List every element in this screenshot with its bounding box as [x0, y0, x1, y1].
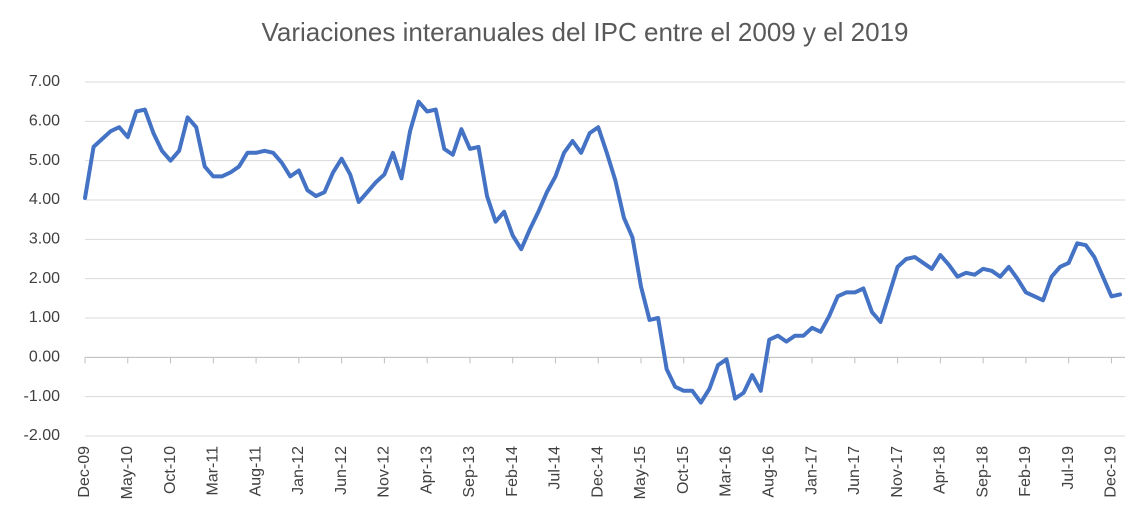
x-tick-label: Apr-18 — [932, 446, 949, 494]
y-tick-label: 5.00 — [29, 152, 60, 169]
x-tick-label: Aug-16 — [761, 446, 778, 498]
chart-title: Variaciones interanuales del IPC entre e… — [261, 17, 908, 47]
y-tick-label: 1.00 — [29, 309, 60, 326]
y-tick-label: 3.00 — [29, 231, 60, 248]
y-tick-label: -2.00 — [24, 427, 61, 444]
x-tick-label: Dec-14 — [589, 446, 606, 498]
x-tick-label: May-15 — [632, 446, 649, 499]
x-tick-label: Feb-19 — [1017, 446, 1034, 497]
x-tick-label: Jun-17 — [846, 446, 863, 495]
x-tick-label: May-10 — [119, 446, 136, 499]
x-tick-label: Oct-15 — [675, 446, 692, 494]
y-tick-label: 4.00 — [29, 191, 60, 208]
x-tick-label: Jan-12 — [290, 446, 307, 495]
x-tick-label: Nov-17 — [889, 446, 906, 498]
x-tick-label: Dec-19 — [1103, 446, 1120, 498]
y-tick-label: 7.00 — [29, 73, 60, 90]
x-tick-label: Nov-12 — [376, 446, 393, 498]
y-tick-label: 6.00 — [29, 113, 60, 130]
x-tick-label: Jun-12 — [333, 446, 350, 495]
x-tick-label: Dec-09 — [76, 446, 93, 498]
data-line — [83, 99, 1122, 405]
y-tick-label: 2.00 — [29, 270, 60, 287]
x-tick-label: Apr-13 — [418, 446, 435, 494]
x-tick-label: Aug-11 — [247, 446, 264, 497]
x-tick-label: Jul-14 — [547, 446, 564, 490]
x-tick-label: Sep-13 — [461, 446, 478, 498]
y-tick-label: -1.00 — [24, 388, 61, 405]
x-tick-label: Jul-19 — [1060, 446, 1077, 490]
x-tick-label: Jan-17 — [803, 446, 820, 495]
x-tick-label: Mar-11 — [205, 446, 222, 496]
x-tick-label: Oct-10 — [162, 446, 179, 494]
x-tick-label: Feb-14 — [504, 446, 521, 497]
x-tick-label: Mar-16 — [718, 446, 735, 497]
y-tick-label: 0.00 — [29, 349, 60, 366]
x-tick-label: Sep-18 — [974, 446, 991, 498]
